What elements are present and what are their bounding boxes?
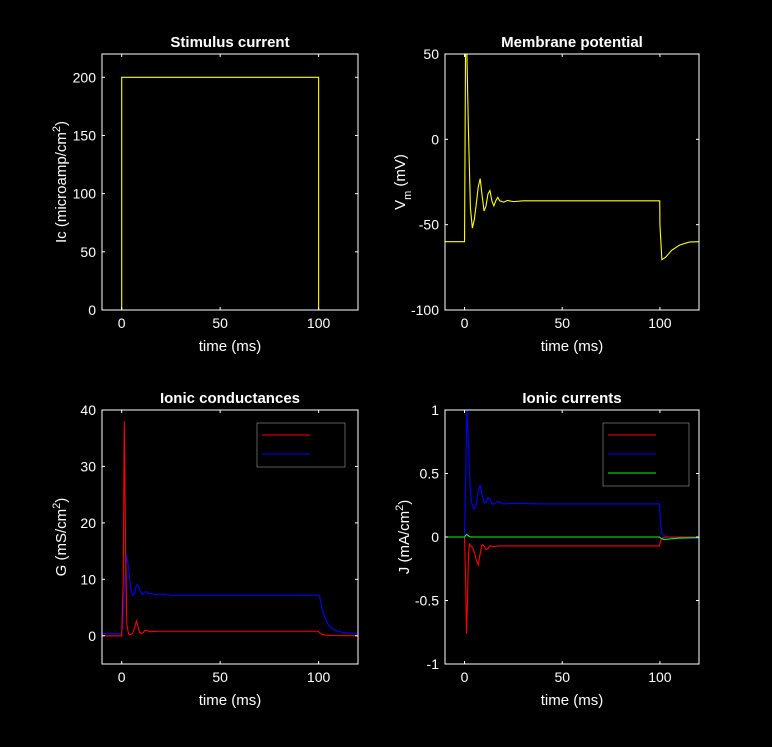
series-line-gion-1 xyxy=(102,421,358,637)
y-tick-label-vm: 0 xyxy=(431,131,439,147)
y-tick-label-stim: 150 xyxy=(73,127,97,143)
y-tick-label-jion: 1 xyxy=(431,402,439,418)
x-tick-label-jion: 0 xyxy=(461,669,469,685)
chart-vm: 0 50 100 -100 -50 0 50 Membrane potential time (… xyxy=(392,34,700,355)
axes-box-gion xyxy=(101,409,359,665)
x-tick-label-jion: 50 xyxy=(554,669,570,685)
y-axis-label-vm: Vm (mV) xyxy=(392,154,414,210)
y-tick-label-vm: -100 xyxy=(411,302,439,318)
y-tick-label-stim: 100 xyxy=(73,186,97,202)
y-tick-label-jion: 0 xyxy=(431,529,439,545)
x-tick-label-vm: 100 xyxy=(648,315,672,331)
x-axis-label-stim: time (ms) xyxy=(199,338,262,355)
axes-box-stim xyxy=(101,53,359,311)
chart-title-jion: Ionic currents xyxy=(522,390,621,407)
x-tick-label-stim: 100 xyxy=(307,315,331,331)
y-tick-label-vm: -50 xyxy=(419,217,439,233)
y-tick-label-gion: 0 xyxy=(88,628,96,644)
chart-jion: 0 50 100 -1 -0.5 0 0.5 1 Ionic currents time (ms)… xyxy=(394,390,700,709)
y-axis-label-jion: J (mA/cm2) xyxy=(394,500,413,574)
legend-box xyxy=(256,422,346,468)
y-tick-label-gion: 30 xyxy=(80,458,96,474)
y-tick-label-gion: 10 xyxy=(80,571,96,587)
x-tick-label-vm: 0 xyxy=(461,315,469,331)
chart-gion: 0 50 100 0 10 20 30 40 Ionic conductances time (m… xyxy=(51,390,359,709)
y-tick-label-stim: 0 xyxy=(88,302,96,318)
y-tick-label-jion: -0.5 xyxy=(415,593,439,609)
legend-gion xyxy=(256,422,346,468)
x-tick-label-stim: 50 xyxy=(212,315,228,331)
series-line-jion-1 xyxy=(445,536,699,634)
chart-title-gion: Ionic conductances xyxy=(160,390,300,407)
axes-box-vm xyxy=(444,53,700,311)
y-axis-label-stim: Ic (microamp/cm2) xyxy=(51,121,70,243)
series-line-gion-0 xyxy=(102,554,358,635)
y-tick-label-stim: 50 xyxy=(80,244,96,260)
x-tick-label-gion: 50 xyxy=(212,669,228,685)
legend-jion xyxy=(602,422,690,487)
x-tick-label-vm: 50 xyxy=(554,315,570,331)
x-tick-label-stim: 0 xyxy=(118,315,126,331)
chart-stim: 0 50 100 0 50 100 150 200 Stimulus current time (… xyxy=(51,34,359,355)
y-tick-label-gion: 20 xyxy=(80,515,96,531)
chart-title-vm: Membrane potential xyxy=(501,34,643,51)
x-axis-label-vm: time (ms) xyxy=(541,338,604,355)
series-line-stim-0 xyxy=(102,76,358,310)
x-tick-label-jion: 100 xyxy=(648,669,672,685)
y-tick-label-stim: 200 xyxy=(73,69,97,85)
y-tick-label-jion: -1 xyxy=(427,656,440,672)
series-line-jion-2 xyxy=(445,533,699,541)
y-tick-label-gion: 40 xyxy=(80,402,96,418)
y-axis-label-gion: G (mS/cm2) xyxy=(51,498,70,577)
x-tick-label-gion: 0 xyxy=(118,669,126,685)
x-axis-label-jion: time (ms) xyxy=(541,692,604,709)
series-line-jion-0 xyxy=(445,410,699,539)
series-line-vm-0 xyxy=(445,54,699,261)
y-tick-label-vm: 50 xyxy=(423,46,439,62)
x-tick-label-gion: 100 xyxy=(307,669,331,685)
x-axis-label-gion: time (ms) xyxy=(199,692,262,709)
chart-title-stim: Stimulus current xyxy=(170,34,289,51)
y-tick-label-jion: 0.5 xyxy=(420,466,440,482)
